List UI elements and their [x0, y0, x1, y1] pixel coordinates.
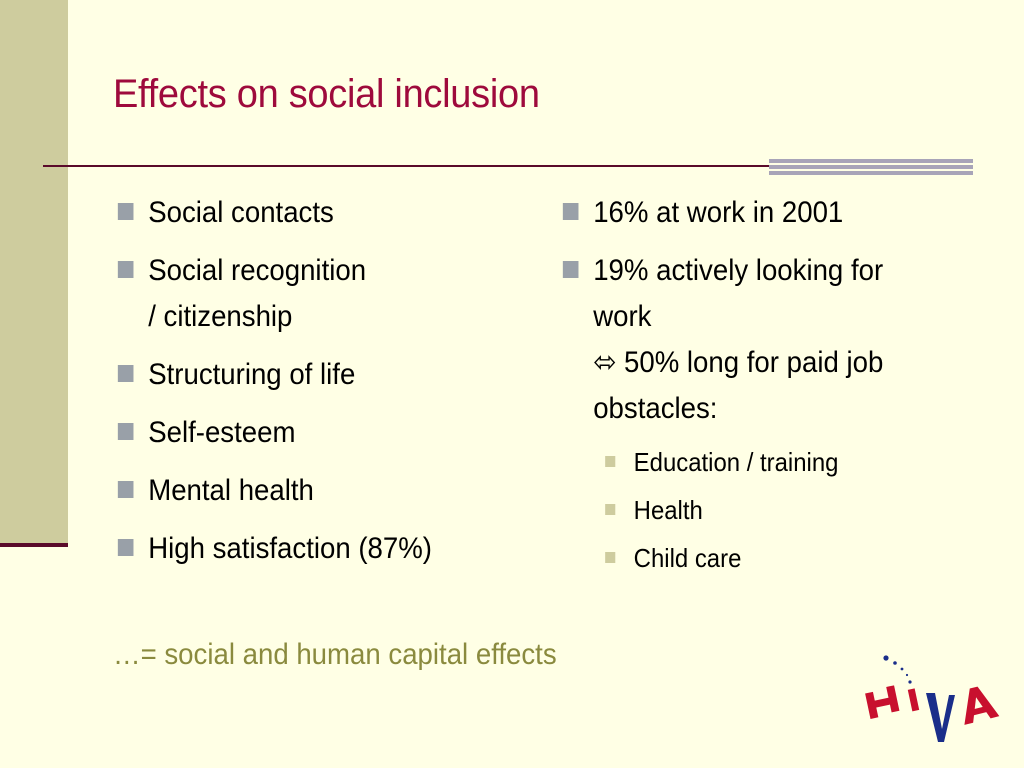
slide-title: Effects on social inclusion	[113, 72, 540, 116]
bullet-text: Social contacts	[148, 196, 334, 229]
square-bullet-icon	[117, 423, 134, 440]
square-sub-bullet-icon	[605, 456, 616, 467]
square-bullet-icon	[117, 481, 134, 498]
right-column: 16% at work in 2001 19% actively looking…	[561, 190, 966, 594]
sub-bullet-item: Child care	[593, 534, 966, 582]
bullet-text: Self-esteem	[148, 416, 296, 449]
hiva-logo-icon	[865, 655, 1000, 742]
bullet-item: Self-esteem	[116, 410, 502, 456]
bullet-text-continued: / citizenship	[148, 300, 293, 333]
bullet-item: Social recognition / citizenship	[116, 248, 502, 340]
sub-bullet-text: Child care	[633, 543, 742, 573]
sub-bullet-list: Education / training Health Child care	[593, 438, 966, 582]
square-bullet-icon	[562, 203, 579, 220]
bullet-text-continued: work	[593, 300, 652, 333]
square-sub-bullet-icon	[605, 504, 616, 515]
left-column: Social contacts Social recognition / cit…	[116, 190, 502, 584]
bullet-item: Mental health	[116, 468, 502, 514]
bullet-text-continued: ⬄ 50% long for paid job	[593, 346, 884, 379]
title-rule-accent	[769, 159, 973, 177]
square-bullet-icon	[562, 261, 579, 278]
bullet-text: High satisfaction (87%)	[148, 532, 432, 565]
bullet-item: 19% actively looking for work ⬄ 50% long…	[561, 248, 966, 582]
bullet-text-continued: obstacles:	[593, 392, 718, 425]
bullet-item: Structuring of life	[116, 352, 502, 398]
bullet-text: 16% at work in 2001	[593, 196, 844, 229]
left-band-underline	[0, 543, 68, 547]
sub-bullet-text: Education / training	[633, 447, 839, 477]
title-rule	[43, 165, 769, 167]
bullet-item: Social contacts	[116, 190, 502, 236]
slide-footer: …= social and human capital effects	[113, 638, 557, 671]
bullet-text: Structuring of life	[148, 358, 356, 391]
square-sub-bullet-icon	[605, 552, 616, 563]
sub-bullet-item: Education / training	[593, 438, 966, 486]
bullet-item: High satisfaction (87%)	[116, 526, 502, 572]
bullet-item: 16% at work in 2001	[561, 190, 966, 236]
sub-bullet-text: Health	[633, 495, 703, 525]
left-decor-band	[0, 0, 68, 545]
bullet-text: 19% actively looking for	[593, 254, 884, 287]
square-bullet-icon	[117, 261, 134, 278]
square-bullet-icon	[117, 203, 134, 220]
sub-bullet-item: Health	[593, 486, 966, 534]
square-bullet-icon	[117, 365, 134, 382]
bullet-text: Mental health	[148, 474, 314, 507]
square-bullet-icon	[117, 539, 134, 556]
bullet-text: Social recognition	[148, 254, 367, 287]
